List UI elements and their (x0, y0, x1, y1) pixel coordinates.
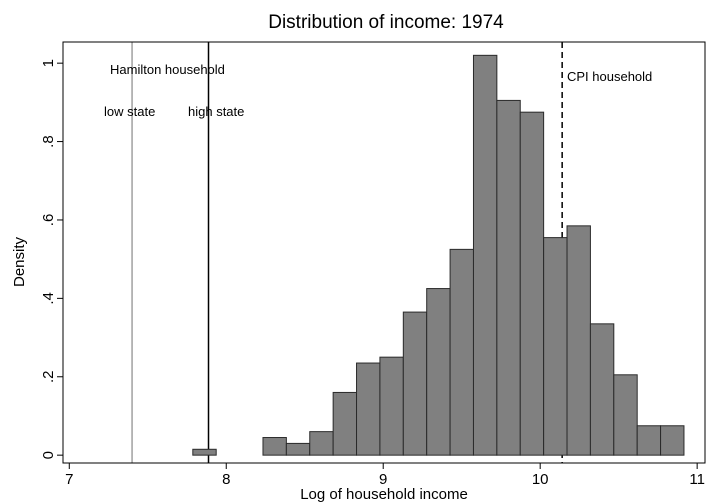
x-tick-label: 8 (222, 471, 230, 488)
y-tick-label: 0 (40, 451, 57, 459)
annotation: Hamilton household (110, 62, 225, 77)
bar (402, 311, 428, 456)
bar (356, 362, 381, 456)
y-axis-label: Density (11, 236, 28, 287)
annotation: CPI household (567, 69, 652, 84)
x-tick-label: 9 (379, 471, 387, 488)
x-tick-label: 10 (532, 471, 549, 488)
plot-frame (62, 41, 706, 464)
bar (519, 111, 545, 456)
bar (262, 437, 287, 456)
y-tick-label: .4 (40, 292, 57, 305)
bar (566, 225, 591, 456)
bar (589, 323, 615, 456)
bar (543, 237, 568, 456)
bar (636, 425, 662, 456)
bar (309, 431, 334, 456)
y-tick-label: .6 (40, 214, 57, 227)
y-tick-label: 1 (40, 59, 57, 67)
bar (660, 425, 685, 456)
bar (379, 356, 404, 456)
x-tick-label: 7 (65, 471, 73, 488)
bar (449, 248, 474, 456)
y-tick-label: .2 (40, 371, 57, 384)
bar (285, 442, 311, 456)
y-tick-label: .8 (40, 135, 57, 148)
x-tick-label: 11 (689, 471, 705, 488)
bar (472, 54, 498, 456)
x-axis-label: Log of household income (300, 486, 468, 503)
bar (192, 448, 217, 456)
bar (613, 374, 638, 456)
annotation: low state (104, 104, 155, 119)
bar (426, 288, 451, 456)
bar (496, 99, 521, 456)
chart-title: Distribution of income: 1974 (268, 12, 504, 33)
bar (332, 391, 358, 456)
annotation: high state (188, 104, 244, 119)
